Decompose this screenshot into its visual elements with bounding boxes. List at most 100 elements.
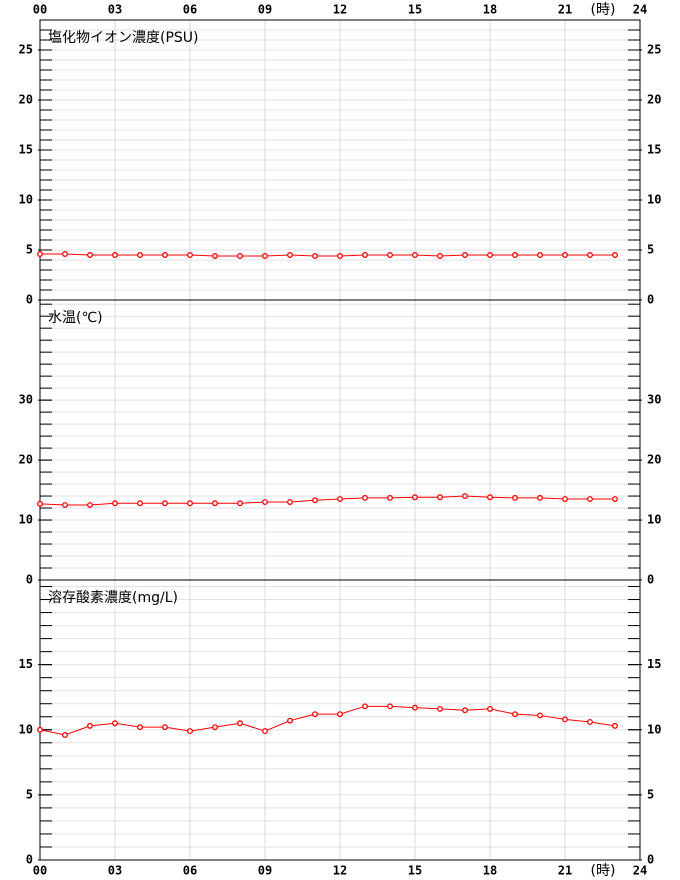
data-point xyxy=(212,253,218,259)
data-point xyxy=(312,711,318,718)
x-tick-label: 00 xyxy=(33,3,47,17)
y-tick-label: 0 xyxy=(647,853,654,867)
x-axis-unit: (時) xyxy=(591,2,616,18)
data-point xyxy=(362,252,368,258)
panel-frame xyxy=(39,579,641,861)
x-tick-label: 09 xyxy=(258,864,272,878)
data-point xyxy=(137,252,143,258)
data-point xyxy=(562,252,568,258)
data-point xyxy=(562,716,568,723)
data-point xyxy=(62,251,68,257)
data-point xyxy=(387,252,393,258)
x-tick-label: 15 xyxy=(408,3,422,17)
y-tick-label: 15 xyxy=(19,143,33,157)
data-point xyxy=(412,704,418,711)
data-point xyxy=(412,494,418,501)
y-tick-label: 10 xyxy=(19,722,33,736)
y-tick-label: 0 xyxy=(26,293,33,307)
data-point xyxy=(87,722,93,729)
data-point xyxy=(587,496,593,503)
data-point xyxy=(162,724,168,731)
data-point xyxy=(187,500,193,507)
data-point xyxy=(362,703,368,710)
y-tick-label: 0 xyxy=(26,853,33,867)
data-point xyxy=(62,732,68,738)
data-point xyxy=(437,494,443,501)
y-tick-label: 10 xyxy=(19,193,33,207)
data-point xyxy=(287,499,293,506)
y-tick-label: 0 xyxy=(647,293,654,307)
y-tick-label: 30 xyxy=(19,393,33,407)
data-point xyxy=(287,717,293,724)
y-tick-label: 25 xyxy=(647,43,661,57)
data-point xyxy=(237,720,243,727)
x-tick-label: 06 xyxy=(183,864,197,878)
data-point xyxy=(362,494,368,501)
y-tick-label: 5 xyxy=(26,787,33,801)
data-point xyxy=(187,252,193,258)
data-point xyxy=(37,500,43,507)
x-tick-label: 06 xyxy=(183,3,197,17)
data-point xyxy=(612,252,618,258)
y-tick-label: 5 xyxy=(647,787,654,801)
data-point xyxy=(387,494,393,501)
data-point xyxy=(512,494,518,501)
y-tick-label: 20 xyxy=(19,453,33,467)
data-point xyxy=(37,726,43,733)
data-point xyxy=(487,705,493,712)
data-point xyxy=(437,705,443,712)
data-point xyxy=(137,724,143,731)
y-tick-label: 15 xyxy=(647,143,661,157)
data-point xyxy=(337,711,343,718)
x-tick-label: 21 xyxy=(558,3,572,17)
data-point xyxy=(112,500,118,507)
data-point xyxy=(287,252,293,258)
data-point xyxy=(487,494,493,501)
data-point xyxy=(437,253,443,259)
panel-title: 溶存酸素濃度(mg/L) xyxy=(48,590,178,606)
series-line xyxy=(40,253,615,257)
data-point xyxy=(612,496,618,503)
x-tick-label: 18 xyxy=(483,3,497,17)
data-point xyxy=(537,494,543,501)
y-tick-label: 15 xyxy=(647,657,661,671)
data-point xyxy=(187,728,193,735)
data-point xyxy=(462,493,468,500)
x-tick-label: 18 xyxy=(483,864,497,878)
data-point xyxy=(512,711,518,718)
y-tick-label: 5 xyxy=(647,243,654,257)
data-point xyxy=(112,252,118,258)
data-point xyxy=(612,722,618,729)
data-point xyxy=(337,253,343,259)
data-point xyxy=(162,500,168,507)
y-tick-label: 25 xyxy=(19,43,33,57)
y-tick-label: 30 xyxy=(647,393,661,407)
panel-title: 塩化物イオン濃度(PSU) xyxy=(48,30,199,46)
x-tick-label: 03 xyxy=(108,3,122,17)
panel-title: 水温(℃) xyxy=(48,310,103,326)
data-point xyxy=(162,252,168,258)
series-line xyxy=(39,705,616,736)
data-point xyxy=(462,707,468,714)
data-point xyxy=(337,496,343,503)
data-point xyxy=(237,500,243,507)
x-tick-label: 03 xyxy=(108,864,122,878)
y-tick-label: 15 xyxy=(19,657,33,671)
y-tick-label: 5 xyxy=(26,243,33,257)
series-line xyxy=(39,495,615,506)
data-point xyxy=(537,712,543,719)
data-point xyxy=(562,496,568,503)
data-point xyxy=(262,728,268,735)
data-point xyxy=(487,252,493,258)
y-tick-label: 10 xyxy=(19,513,33,527)
data-point xyxy=(587,719,593,725)
x-axis-unit: (時) xyxy=(591,863,616,879)
data-point xyxy=(387,703,393,710)
data-point xyxy=(312,253,318,259)
data-point xyxy=(262,253,268,259)
data-point xyxy=(412,252,418,258)
x-tick-label: 12 xyxy=(333,864,347,878)
data-point xyxy=(87,502,93,509)
x-tick-label: 21 xyxy=(558,864,572,878)
